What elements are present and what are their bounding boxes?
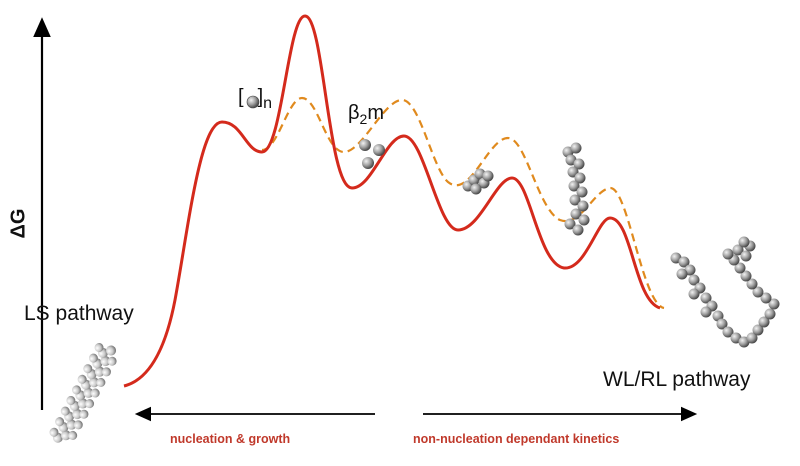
nucleation-growth-caption: nucleation & growth bbox=[170, 432, 291, 446]
solid-energy-curve bbox=[123, 14, 661, 388]
monomer-spheres-icon bbox=[359, 139, 385, 169]
ls-pathway-label: LS pathway bbox=[24, 302, 134, 325]
dashed-energy-curve bbox=[261, 96, 665, 310]
vertical-chain-spheres-icon bbox=[562, 142, 590, 236]
wl-rl-pathway-label: WL/RL pathway bbox=[603, 368, 751, 391]
monomer-label: β2m bbox=[348, 102, 384, 127]
oligomer-label: []n bbox=[238, 86, 273, 112]
y-axis-label: ΔG bbox=[7, 208, 30, 239]
non-nucleation-kinetics-caption: non-nucleation dependant kinetics bbox=[413, 432, 620, 446]
oligomer-sphere-icon bbox=[246, 95, 260, 109]
small-cluster-spheres-icon bbox=[462, 168, 494, 195]
worm-like-fibril-spheres-icon bbox=[670, 236, 780, 348]
twisted-fibril-icon bbox=[49, 343, 117, 443]
